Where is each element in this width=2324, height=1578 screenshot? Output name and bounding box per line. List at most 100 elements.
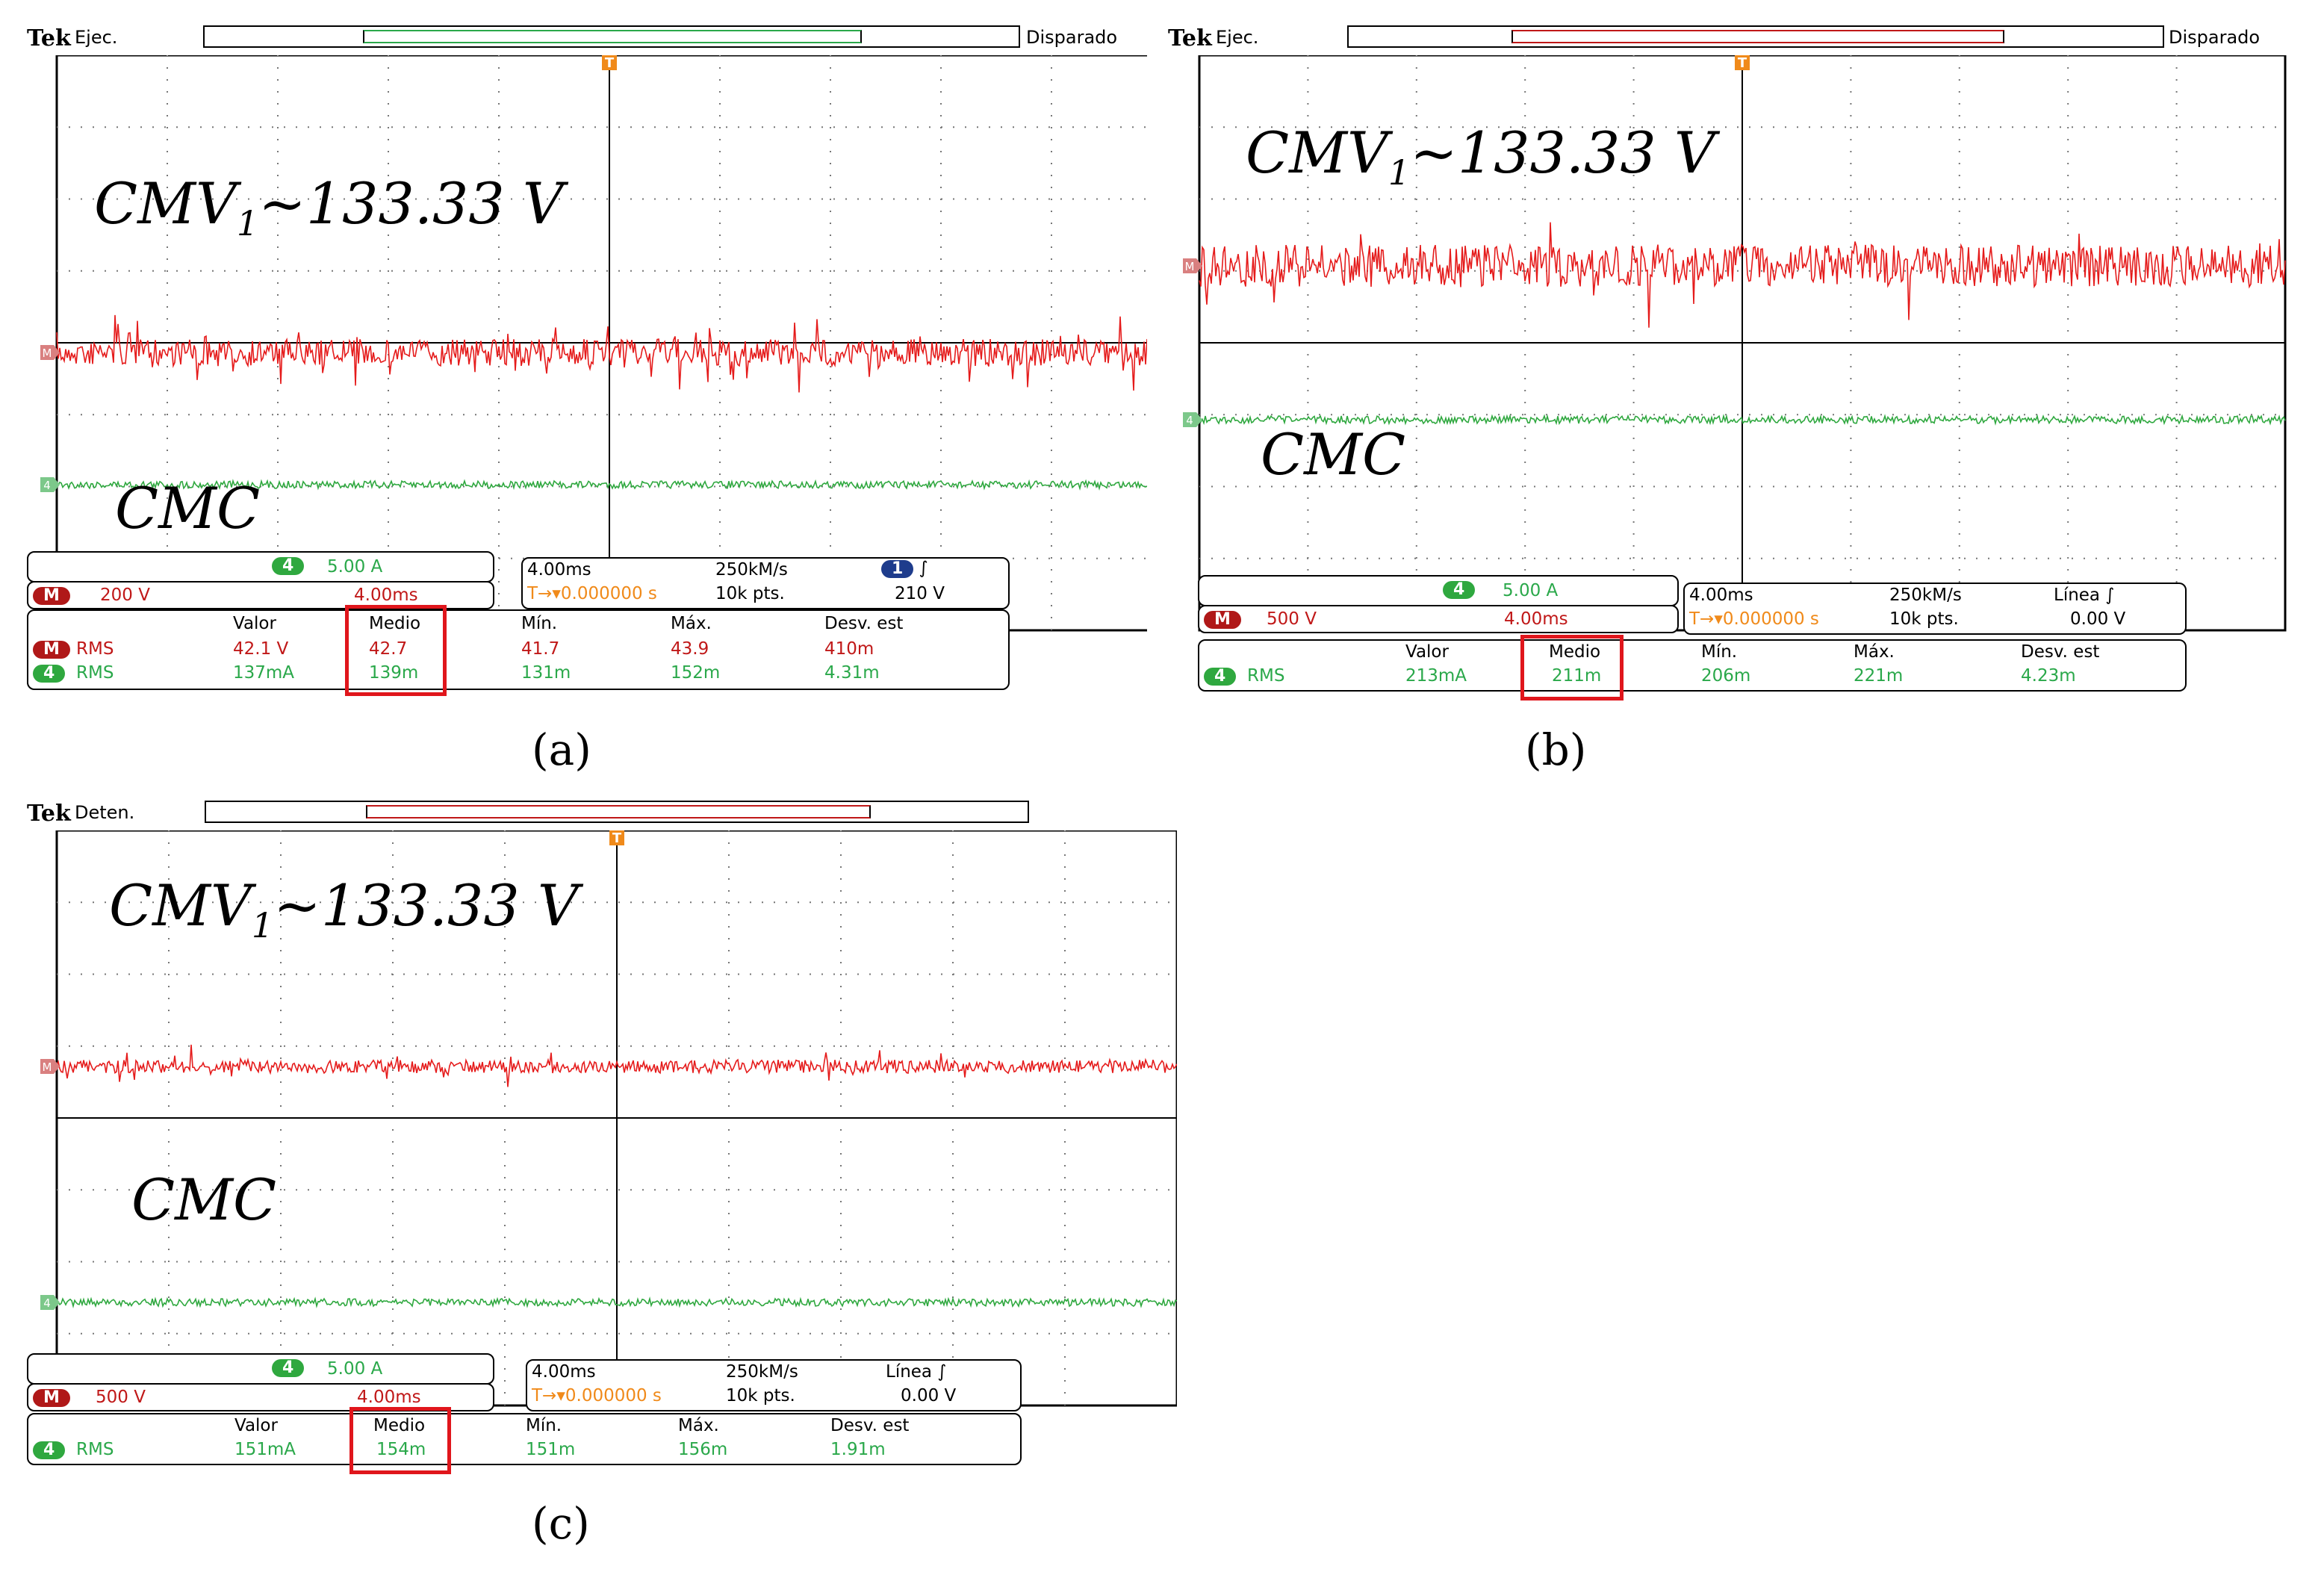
trigger-position-value: 0.000000 s xyxy=(565,1386,662,1405)
timebase: 4.00ms xyxy=(532,1362,596,1382)
timebase-box: 4.00ms 250kM/s 1 ∫ T→▾0.000000 s 10k pts… xyxy=(521,557,1010,609)
hdr-medio: Medio xyxy=(373,1416,426,1435)
svg-text:M: M xyxy=(43,347,52,360)
ch4-scale-box: 4 5.00 A xyxy=(1198,575,1679,606)
row-medio: 154m xyxy=(376,1440,426,1459)
row-medio: 42.7 xyxy=(369,639,408,659)
hdr-max: Máx. xyxy=(678,1416,719,1435)
trigger-marker-icon: T xyxy=(1735,55,1750,71)
cmv-trace xyxy=(56,314,1147,393)
row-max: 156m xyxy=(678,1440,728,1459)
ch4-scale-box: 4 5.00 A xyxy=(27,1353,494,1385)
cmc-label: CMC xyxy=(115,475,261,541)
hdr-medio: Medio xyxy=(369,614,421,633)
waveform-display-c: T M 4 xyxy=(40,830,1177,1407)
chm-scale: 500 V xyxy=(1267,609,1317,629)
ch4-scale: 5.00 A xyxy=(327,557,383,577)
cmv-label-text: CMV1~133.33 V xyxy=(1246,119,1715,193)
row-badge: 4 xyxy=(1204,668,1237,686)
record-length: 10k pts. xyxy=(1889,609,1959,629)
svg-text:4: 4 xyxy=(43,479,51,492)
row-badge: M xyxy=(33,641,70,659)
brand-logo: Tek xyxy=(1168,25,1212,52)
timebase-box: 4.00ms 250kM/s Línea ∫ T→▾0.000000 s 10k… xyxy=(1683,583,2187,635)
svg-text:T: T xyxy=(1738,55,1747,71)
trigger-status: Disparado xyxy=(2169,27,2261,48)
hdr-max: Máx. xyxy=(671,614,712,633)
caption-a: (a) xyxy=(532,724,591,775)
medio-highlight-box xyxy=(349,1407,451,1474)
row-badge: 4 xyxy=(33,665,66,683)
row-min: 151m xyxy=(526,1440,576,1459)
trigger-marker-icon: T xyxy=(609,830,624,846)
row-valor: 42.1 V xyxy=(233,639,289,659)
hdr-valor: Valor xyxy=(1405,642,1449,662)
run-status: Ejec. xyxy=(1216,27,1259,48)
hdr-desv: Desv. est xyxy=(830,1416,910,1435)
row-desv: 1.91m xyxy=(830,1440,886,1459)
record-length: 10k pts. xyxy=(715,584,785,603)
svg-text:M: M xyxy=(1185,260,1195,273)
record-view-bar xyxy=(203,25,1020,48)
trigger-position: T→▾0.000000 s xyxy=(527,584,657,603)
chm-scale-box: M 500 V 4.00ms xyxy=(27,1383,494,1411)
run-status: Ejec. xyxy=(75,27,118,48)
measurement-table-a: Valor Medio Mín. Máx. Desv. est M RMS 42… xyxy=(27,609,1010,690)
measurement-table-c: Valor Medio Mín. Máx. Desv. est 4 RMS 15… xyxy=(27,1413,1022,1465)
svg-text:4: 4 xyxy=(1186,414,1193,427)
hdr-min: Mín. xyxy=(521,614,558,633)
row-type: RMS xyxy=(76,639,114,659)
trigger-type-label: Línea xyxy=(2054,585,2101,605)
row-desv: 4.23m xyxy=(2021,666,2076,686)
svg-text:4: 4 xyxy=(43,1296,51,1310)
hdr-desv: Desv. est xyxy=(824,614,904,633)
row-type: RMS xyxy=(76,1440,114,1459)
trigger-type-label: Línea xyxy=(886,1362,933,1382)
trigger-level: 210 V xyxy=(895,584,945,603)
cmc-label: CMC xyxy=(1261,421,1406,488)
trigger-level: 0.00 V xyxy=(2070,609,2126,629)
row-type: RMS xyxy=(76,663,114,683)
hdr-medio: Medio xyxy=(1549,642,1601,662)
svg-text:T: T xyxy=(612,830,622,846)
trigger-source-badge: 1 xyxy=(881,560,914,578)
row-desv: 4.31m xyxy=(824,663,880,683)
scope-panel-a: Tek Ejec. Disparado T M 4 CMV1~133.33 V CM… xyxy=(27,22,1147,799)
hdr-min: Mín. xyxy=(526,1416,562,1435)
chm-scale-box: M 200 V 4.00ms xyxy=(27,581,494,609)
medio-highlight-box xyxy=(345,605,447,696)
row-min: 206m xyxy=(1701,666,1751,686)
sample-rate: 250kM/s xyxy=(1889,585,1962,605)
channel-m-marker: M xyxy=(40,345,60,360)
chm-scale: 200 V xyxy=(100,585,150,605)
run-status: Deten. xyxy=(75,802,135,823)
chm-time: 4.00ms xyxy=(357,1388,421,1407)
trigger-status: Disparado xyxy=(1026,27,1118,48)
trigger-type: Línea ∫ xyxy=(2054,585,2115,605)
channel-4-marker: 4 xyxy=(1183,412,1202,427)
scope-panel-b: Tek Ejec. Disparado T M 4 CMV1~133.33 V CM… xyxy=(1168,22,2318,799)
ch4-badge: 4 xyxy=(1443,581,1476,599)
scope-panel-c: Tek Deten. T M 4 CMV1~133.33 V CMC 4 5.00 … xyxy=(27,798,1177,1574)
trigger-position: T→▾0.000000 s xyxy=(532,1386,662,1405)
trigger-position: T→▾0.000000 s xyxy=(1689,609,1819,629)
sample-rate: 250kM/s xyxy=(715,560,788,580)
hdr-desv: Desv. est xyxy=(2021,642,2100,662)
sample-rate: 250kM/s xyxy=(726,1362,798,1382)
trigger-position-value: 0.000000 s xyxy=(1722,609,1819,629)
channel-4-marker: 4 xyxy=(40,477,60,492)
measurement-table-b: Valor Medio Mín. Máx. Desv. est 4 RMS 21… xyxy=(1198,639,2187,692)
hdr-valor: Valor xyxy=(234,1416,278,1435)
chm-badge: M xyxy=(1204,611,1241,629)
trigger-level: 0.00 V xyxy=(901,1386,957,1405)
cmv-label-text: CMV1~133.33 V xyxy=(109,872,579,946)
trigger-type: Línea ∫ xyxy=(886,1362,947,1382)
row-max: 221m xyxy=(1854,666,1904,686)
cmc-trace xyxy=(56,479,1147,491)
channel-m-marker: M xyxy=(1183,258,1202,273)
chm-scale-box: M 500 V 4.00ms xyxy=(1198,605,1679,633)
medio-highlight-box xyxy=(1520,635,1624,701)
timebase-box: 4.00ms 250kM/s Línea ∫ T→▾0.000000 s 10k… xyxy=(526,1359,1022,1411)
caption-b: (b) xyxy=(1525,724,1587,775)
cmc-trace xyxy=(56,1296,1177,1308)
